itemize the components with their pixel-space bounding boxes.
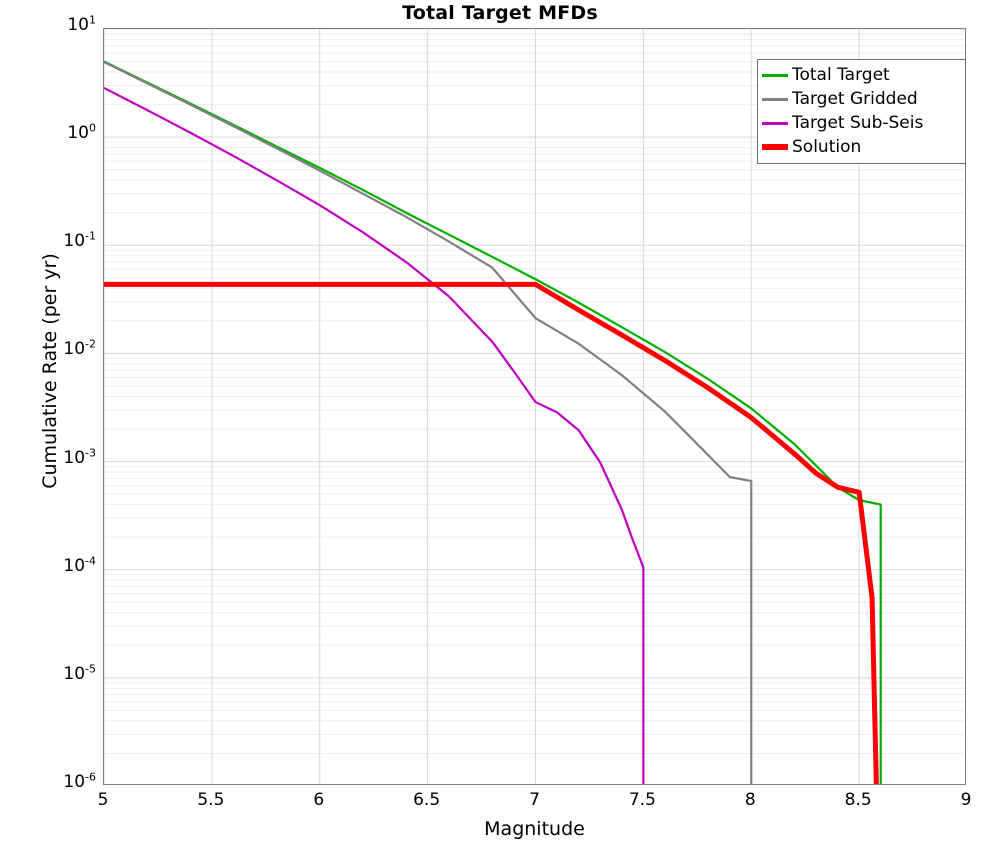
series-line-total-target <box>104 60 882 784</box>
x-tick-label: 8.5 <box>844 790 872 810</box>
y-tick-label: 101 <box>67 13 96 35</box>
legend-swatch-icon <box>762 121 788 125</box>
x-tick-label: 6 <box>313 790 325 810</box>
y-tick-label: 10-4 <box>63 554 96 576</box>
series-line-target-sub-seis <box>104 86 645 784</box>
x-axis-label: Magnitude <box>484 818 585 840</box>
legend-item-label: Target Sub-Seis <box>792 112 924 133</box>
y-tick-label: 10-6 <box>63 770 96 792</box>
legend-swatch-icon <box>762 73 788 77</box>
x-tick-label: 7.5 <box>628 790 656 810</box>
legend: Total Target Target Gridded Target Sub-Sei… <box>757 59 966 164</box>
series-line-target-gridded <box>104 61 753 784</box>
y-tick-label: 10-1 <box>63 229 96 252</box>
x-tick-label: 7 <box>529 790 540 810</box>
legend-item-solution[interactable]: Solution <box>762 135 961 159</box>
y-tick-label: 100 <box>67 121 96 144</box>
legend-swatch-icon <box>762 97 788 101</box>
legend-item-label: Total Target <box>792 64 890 85</box>
legend-item-label: Solution <box>792 136 862 157</box>
series-line-solution <box>104 281 879 784</box>
legend-item-label: Target Gridded <box>792 88 918 109</box>
x-tick-label: 5 <box>97 790 109 810</box>
x-tick-label: 5.5 <box>197 790 225 810</box>
y-tick-label: 10-3 <box>63 445 96 468</box>
y-tick-label: 10-2 <box>63 337 96 360</box>
x-tick-label: 8 <box>744 790 756 810</box>
legend-item-target-sub-seis[interactable]: Target Sub-Seis <box>762 111 961 135</box>
legend-item-total-target[interactable]: Total Target <box>762 63 961 87</box>
x-tick-label: 6.5 <box>413 790 441 810</box>
legend-item-target-gridded[interactable]: Target Gridded <box>762 87 961 111</box>
y-tick-label: 10-5 <box>63 662 96 684</box>
legend-swatch-icon <box>762 144 788 150</box>
page-title: Total Target MFDs <box>402 2 598 24</box>
series-layer <box>104 60 882 784</box>
x-tick-label: 9 <box>960 790 972 810</box>
